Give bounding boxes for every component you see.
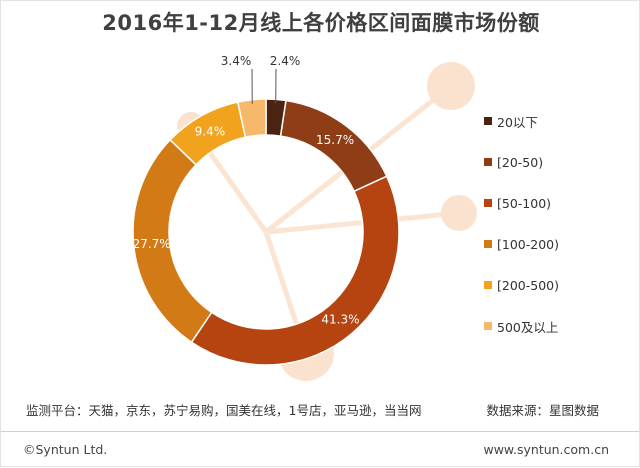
legend-label: 500及以上 <box>497 317 558 336</box>
legend-label: [100-200) <box>497 237 559 252</box>
legend-label: [50-100) <box>497 196 551 211</box>
legend-swatch <box>484 281 492 289</box>
data-label: 15.7% <box>316 133 354 147</box>
data-label: 3.4% <box>221 54 252 68</box>
website-link[interactable]: www.syntun.com.cn <box>483 442 609 457</box>
data-label: 2.4% <box>270 54 301 68</box>
legend-swatch <box>484 158 492 166</box>
legend-item: [100-200) <box>484 236 559 252</box>
legend-swatch <box>484 117 492 125</box>
chart-title: 2016年1-12月线上各价格区间面膜市场份额 <box>1 7 640 37</box>
legend-item: [200-500) <box>484 277 559 293</box>
legend-label: 20以下 <box>497 112 538 131</box>
decoration-circle <box>427 62 475 110</box>
legend-item: 20以下 <box>484 113 538 129</box>
legend-label: [200-500) <box>497 278 559 293</box>
legend-swatch <box>484 322 492 330</box>
donut-slice-3 <box>192 176 399 365</box>
data-label: 27.7% <box>133 237 171 251</box>
legend-swatch <box>484 199 492 207</box>
legend-item: [20-50) <box>484 154 543 170</box>
data-label: 9.4% <box>195 125 226 139</box>
data-source-note: 数据来源：星图数据 <box>486 400 599 419</box>
data-label: 41.3% <box>321 313 359 327</box>
legend-item: [50-100) <box>484 195 551 211</box>
donut-chart: 2.4% 15.7% 41.3% 27.7% 9.4% 3.4% <box>1 1 640 431</box>
legend-label: [20-50) <box>497 155 543 170</box>
monitoring-platforms-note: 监测平台：天猫，京东，苏宁易购，国美在线，1号店，亚马逊，当当网 <box>26 400 421 419</box>
legend-item: 500及以上 <box>484 318 558 334</box>
legend-swatch <box>484 240 492 248</box>
bottom-bar: ©Syntun Ltd. www.syntun.com.cn <box>1 431 639 468</box>
decoration-circle <box>441 195 477 231</box>
copyright-text: ©Syntun Ltd. <box>23 442 107 457</box>
